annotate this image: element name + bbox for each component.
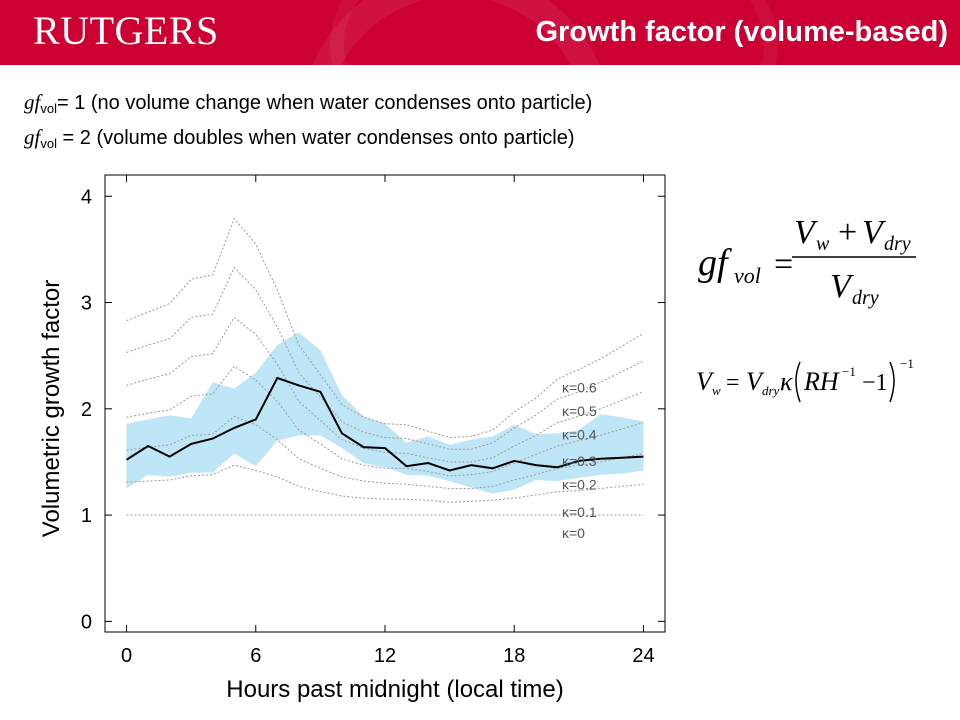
- kappa-curve: [126, 365, 644, 477]
- svg-text:−1: −1: [862, 370, 888, 396]
- svg-text:dry: dry: [762, 383, 780, 398]
- kappa-curve: [126, 217, 644, 439]
- svg-text:κ: κ: [780, 367, 793, 396]
- header-bar: RUTGERS Growth factor (volume-based): [0, 0, 960, 65]
- kappa-label: κ=0.6: [562, 380, 597, 396]
- vw-equation: V w = V dry κ RH −1 −1 −1: [696, 356, 914, 403]
- svg-text:=: =: [726, 370, 740, 396]
- eq-equals-sign: =: [774, 246, 793, 283]
- svg-text:V: V: [746, 367, 765, 396]
- kappa-label: κ=0.5: [562, 403, 597, 419]
- x-tick-label: 12: [374, 645, 396, 667]
- eq-w-subscript: w: [816, 233, 830, 255]
- eq-vol-subscript: vol: [734, 263, 761, 288]
- vol-subscript: vol: [40, 101, 57, 116]
- kappa-label: κ=0.1: [562, 504, 597, 520]
- x-tick-label: 24: [632, 645, 654, 667]
- y-tick-label: 1: [81, 505, 92, 527]
- kappa-label: κ=0.3: [562, 453, 597, 469]
- y-tick-label: 4: [81, 186, 92, 208]
- gf-symbol: gf: [24, 90, 41, 114]
- kappa-curve: [126, 464, 644, 503]
- kappa-label: κ=0.2: [562, 476, 597, 492]
- x-tick-label: 6: [250, 645, 261, 667]
- svg-text:V: V: [696, 367, 715, 396]
- x-tick-label: 18: [503, 645, 525, 667]
- definition-text: = 2 (volume doubles when water condenses…: [56, 127, 575, 149]
- y-tick-label: 3: [81, 293, 92, 315]
- eq-plus-sign: +: [838, 214, 857, 251]
- kappa-curve: [126, 316, 644, 463]
- gf-vol-equation: gf vol = V w + V dry V dry: [698, 214, 916, 309]
- definition-text: = 1 (no volume change when water condens…: [56, 92, 593, 114]
- x-axis-label: Hours past midnight (local time): [226, 676, 563, 703]
- eq-gf-symbol: gf: [698, 242, 732, 284]
- y-tick-label: 2: [81, 399, 92, 421]
- slide-title: Growth factor (volume-based): [535, 16, 949, 48]
- svg-text:−1: −1: [900, 356, 914, 371]
- svg-text:w: w: [712, 383, 721, 398]
- gf-symbol: gf: [24, 125, 41, 149]
- kappa-curve: [126, 266, 644, 450]
- variability-band: [126, 332, 644, 494]
- eq-dry-subscript-denominator: dry: [852, 287, 879, 309]
- mean-growth-factor-line: [125, 376, 644, 472]
- growth-factor-chart: κ=0.6κ=0.5κ=0.4κ=0.3κ=0.2κ=0.1κ=00 6 12 18 2…: [38, 174, 666, 703]
- y-tick-label: 0: [81, 611, 92, 633]
- rutgers-logo: RUTGERS: [33, 8, 219, 53]
- svg-text:RH: RH: [803, 367, 840, 396]
- definition-line-2: gfvol = 2 (volume doubles when water con…: [24, 124, 575, 157]
- eq-dry-subscript: dry: [884, 233, 911, 255]
- kappa-label: κ=0.4: [562, 426, 597, 442]
- x-tick-label: 0: [121, 645, 132, 667]
- kappa-label: κ=0: [562, 525, 585, 541]
- vol-subscript: vol: [40, 136, 57, 151]
- y-axis-label: Volumetric growth factor: [38, 280, 65, 537]
- definition-line-1: gfvol= 1 (no volume change when water co…: [24, 89, 592, 122]
- svg-text:−1: −1: [842, 364, 856, 379]
